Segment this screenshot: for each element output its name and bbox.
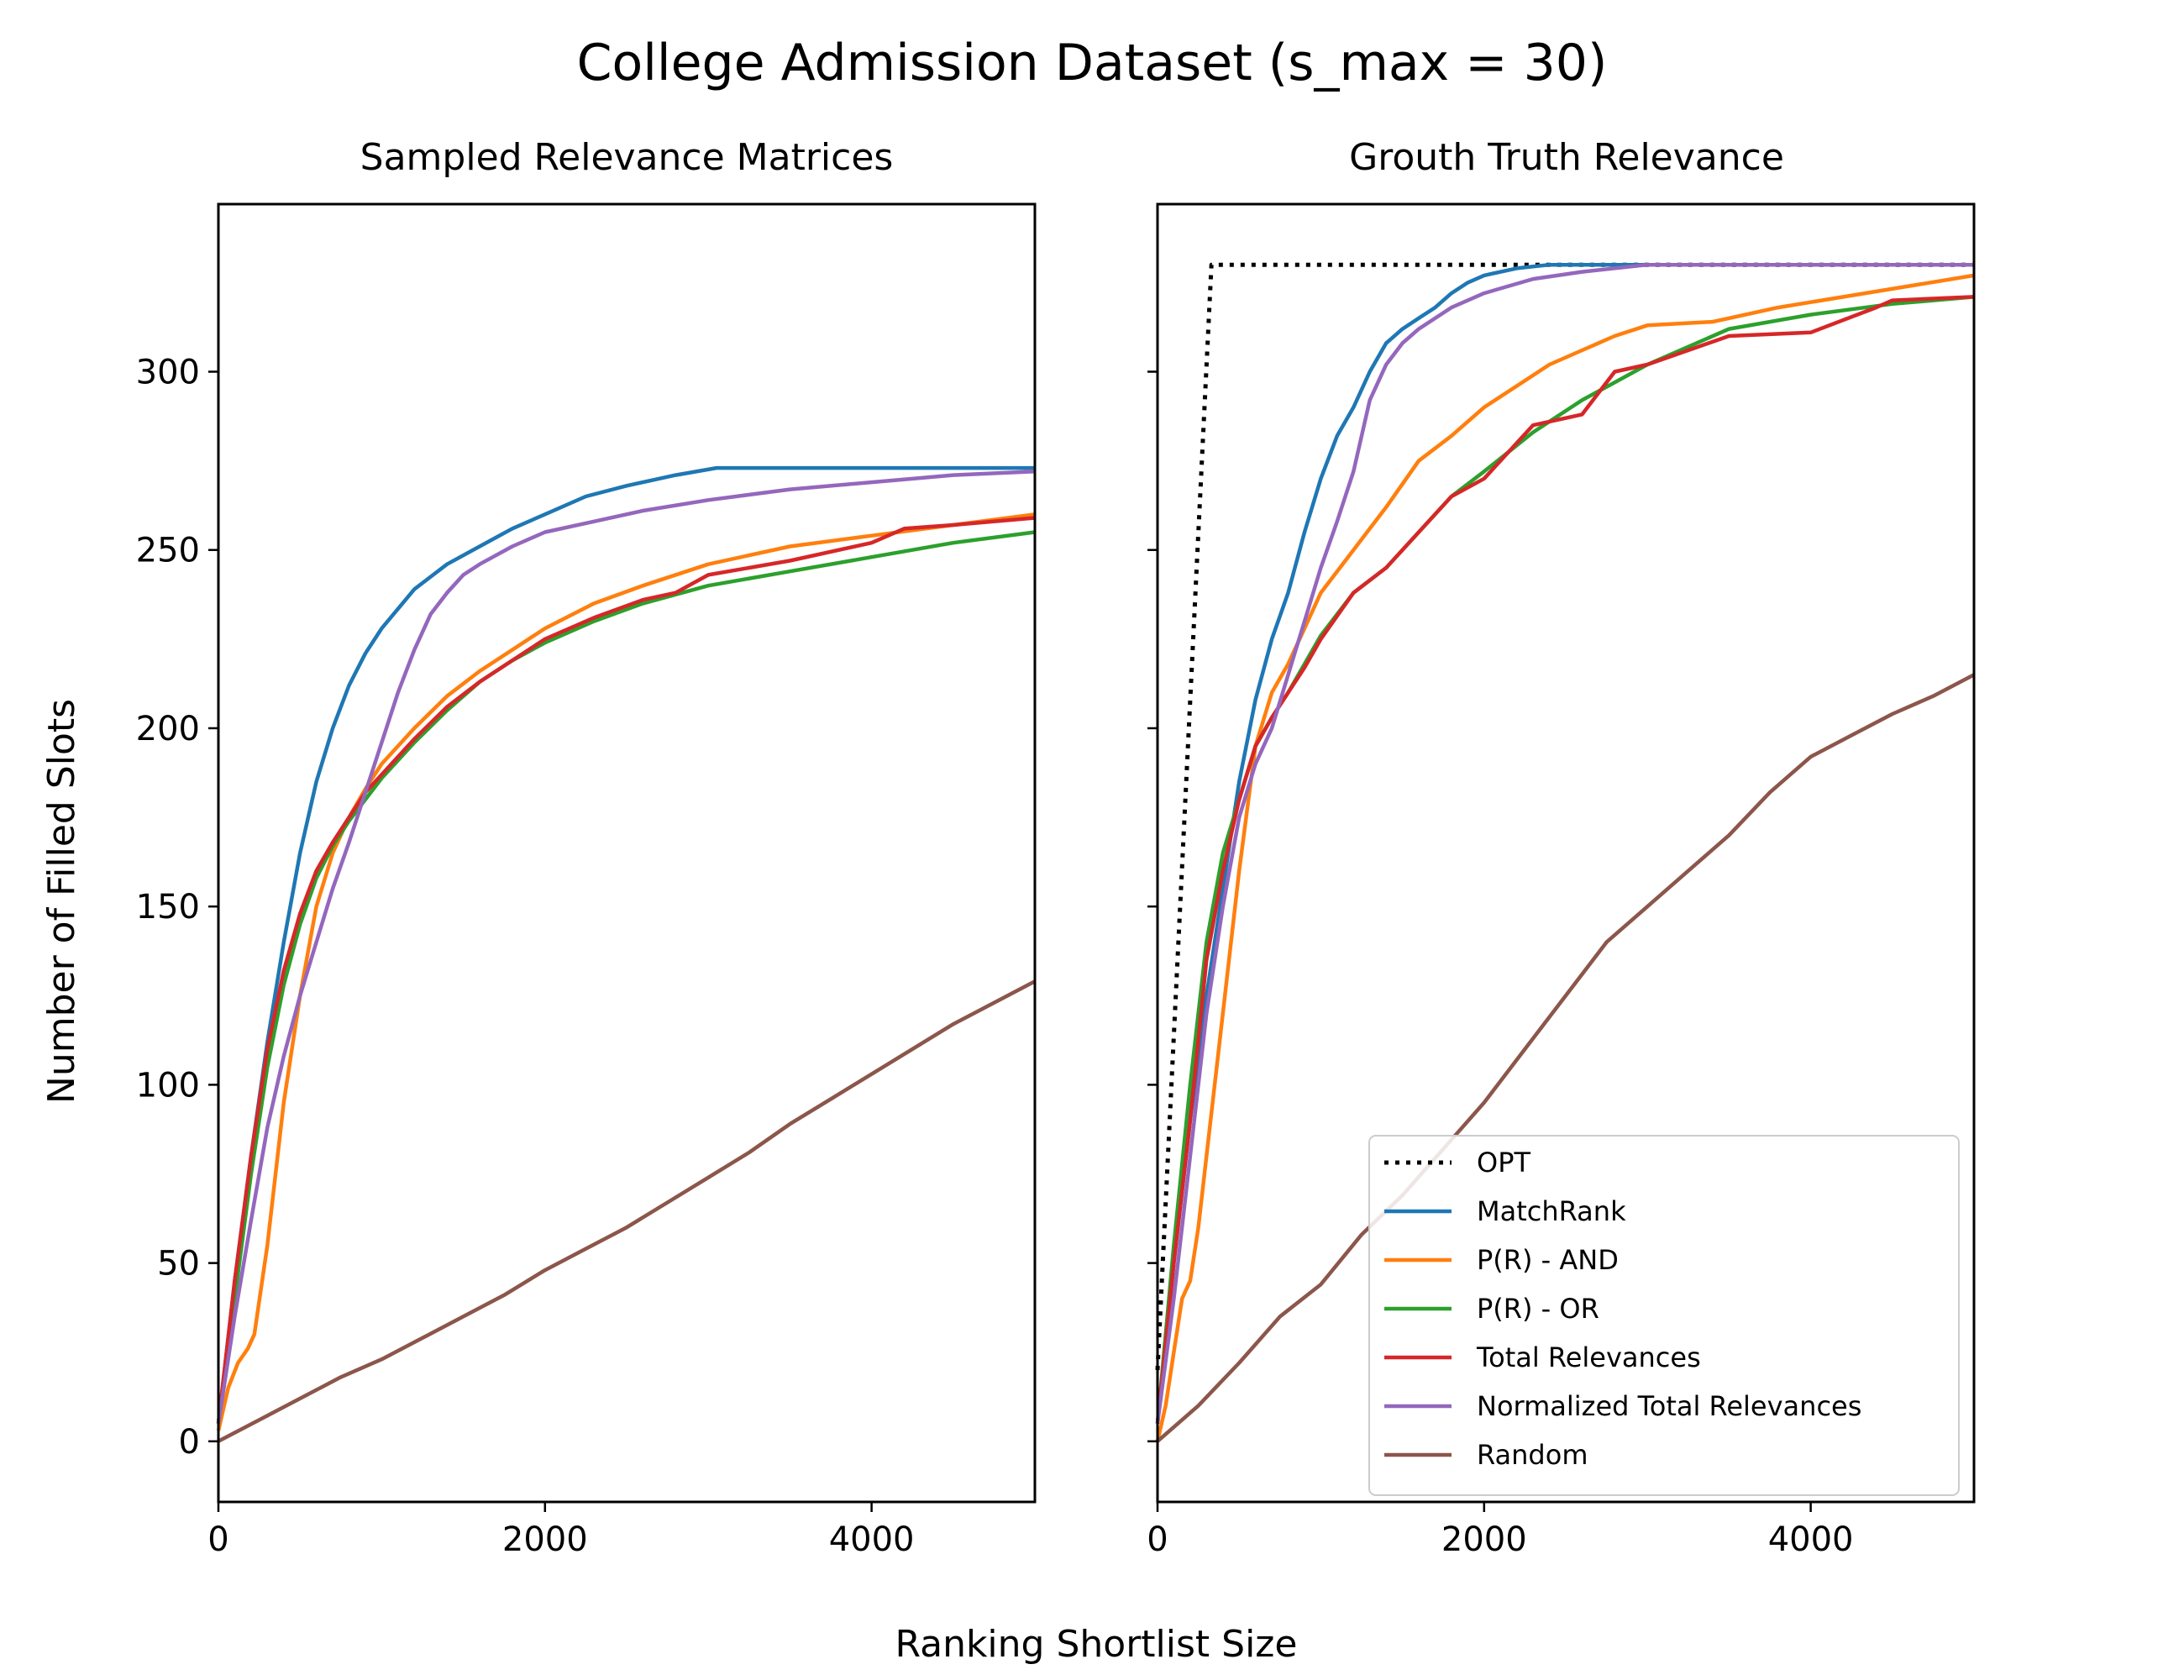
left-subplot-title: Sampled Relevance Matrices bbox=[360, 136, 894, 179]
legend-label-p-r-or: P(R) - OR bbox=[1477, 1293, 1599, 1325]
right-series-matchrank bbox=[1155, 262, 1974, 1424]
legend-label-total-relevances: Total Relevances bbox=[1476, 1341, 1701, 1373]
right-x-tick-label: 0 bbox=[1147, 1520, 1168, 1559]
left-y-tick-label: 250 bbox=[136, 532, 200, 570]
left-x-tick-label: 2000 bbox=[502, 1520, 588, 1559]
right-x-tick-label: 4000 bbox=[1768, 1520, 1854, 1559]
left-y-tick-label: 50 bbox=[157, 1245, 200, 1284]
y-axis-label: Number of Filled Slots bbox=[40, 699, 83, 1104]
right-subplot: Grouth Truth Relevance 0 2000 4000 OPT Matc… bbox=[1147, 136, 1976, 1559]
left-x-tick-label: 4000 bbox=[829, 1520, 915, 1559]
left-y-tick-label: 150 bbox=[136, 888, 200, 927]
left-plot-frame bbox=[217, 202, 1037, 1504]
right-x-tick-label: 2000 bbox=[1441, 1520, 1527, 1559]
left-x-tick-label: 0 bbox=[207, 1520, 228, 1559]
legend-label-opt: OPT bbox=[1477, 1147, 1530, 1179]
right-series-random bbox=[1156, 673, 1976, 1443]
legend-label-p-r-and: P(R) - AND bbox=[1477, 1244, 1619, 1276]
left-subplot: Sampled Relevance Matrices 0 2000 4000 0 50 1… bbox=[136, 136, 1037, 1559]
left-series-p-r-or bbox=[216, 530, 1036, 1424]
left-series-normalized-total-relevances bbox=[216, 470, 1036, 1424]
left-y-tick-label: 100 bbox=[136, 1066, 200, 1105]
left-series-total-relevances bbox=[216, 516, 1036, 1424]
left-series-matchrank bbox=[216, 465, 1035, 1424]
x-axis-label: Ranking Shortlist Size bbox=[895, 1623, 1298, 1666]
left-y-tick-label: 200 bbox=[136, 710, 200, 748]
right-subplot-title: Grouth Truth Relevance bbox=[1349, 136, 1784, 179]
right-series-normalized-total-relevances bbox=[1155, 262, 1974, 1424]
legend-label-matchrank: MatchRank bbox=[1477, 1195, 1626, 1227]
legend: OPT MatchRank P(R) - AND P(R) - OR Total Rel… bbox=[1368, 1135, 1960, 1496]
right-series-p-r-and bbox=[1155, 273, 1975, 1442]
left-series-random bbox=[217, 979, 1037, 1443]
figure-title: College Admission Dataset (s_max = 30) bbox=[577, 34, 1608, 92]
left-series-p-r-and bbox=[216, 512, 1036, 1431]
left-y-tick-label: 300 bbox=[136, 353, 200, 391]
legend-label-random: Random bbox=[1477, 1439, 1588, 1471]
left-y-tick-label: 0 bbox=[179, 1423, 200, 1462]
right-series-opt bbox=[1155, 262, 1974, 1371]
legend-label-normalized-total-relevances: Normalized Total Relevances bbox=[1477, 1390, 1861, 1422]
legend-box bbox=[1368, 1135, 1960, 1496]
right-plot-frame bbox=[1156, 202, 1976, 1504]
right-series-total-relevances bbox=[1155, 295, 1975, 1424]
